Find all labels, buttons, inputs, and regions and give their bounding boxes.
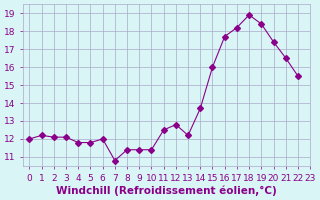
X-axis label: Windchill (Refroidissement éolien,°C): Windchill (Refroidissement éolien,°C) bbox=[56, 185, 277, 196]
